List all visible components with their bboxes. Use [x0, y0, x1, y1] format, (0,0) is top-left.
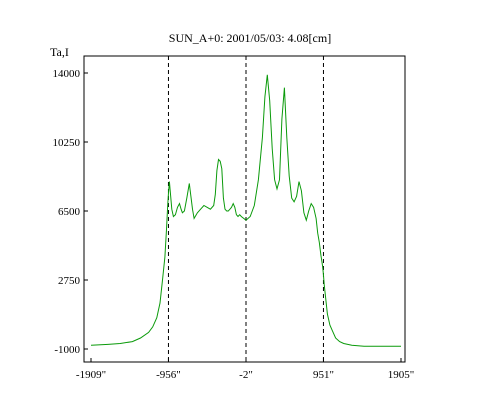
- x-tick-label-0: -1909": [76, 369, 106, 381]
- y-tick-label-4: -1000: [54, 344, 80, 356]
- y-axis-ticks: 14000 10250 6500 2750 -1000: [53, 68, 88, 356]
- y-tick-label-3: 2750: [58, 275, 81, 287]
- x-tick-label-4: 1905": [388, 369, 415, 381]
- x-axis-ticks: -1909" -956" -2" 951" 1905": [76, 358, 414, 381]
- y-axis-label: Ta,I: [50, 45, 69, 59]
- series-line-0: [90, 74, 401, 347]
- y-tick-label-2: 6500: [58, 206, 81, 218]
- vertical-markers: [167, 56, 324, 362]
- x-tick-label-3: 951": [313, 369, 334, 381]
- y-tick-label-0: 14000: [53, 68, 81, 80]
- x-tick-label-2: -2": [239, 369, 253, 381]
- y-tick-label-1: 10250: [53, 137, 81, 149]
- plot-frame: [83, 55, 406, 363]
- chart-title: SUN_A+0: 2001/05/03: 4.08[cm]: [168, 31, 332, 45]
- series-layer: [90, 74, 401, 347]
- x-tick-label-1: -956": [156, 369, 181, 381]
